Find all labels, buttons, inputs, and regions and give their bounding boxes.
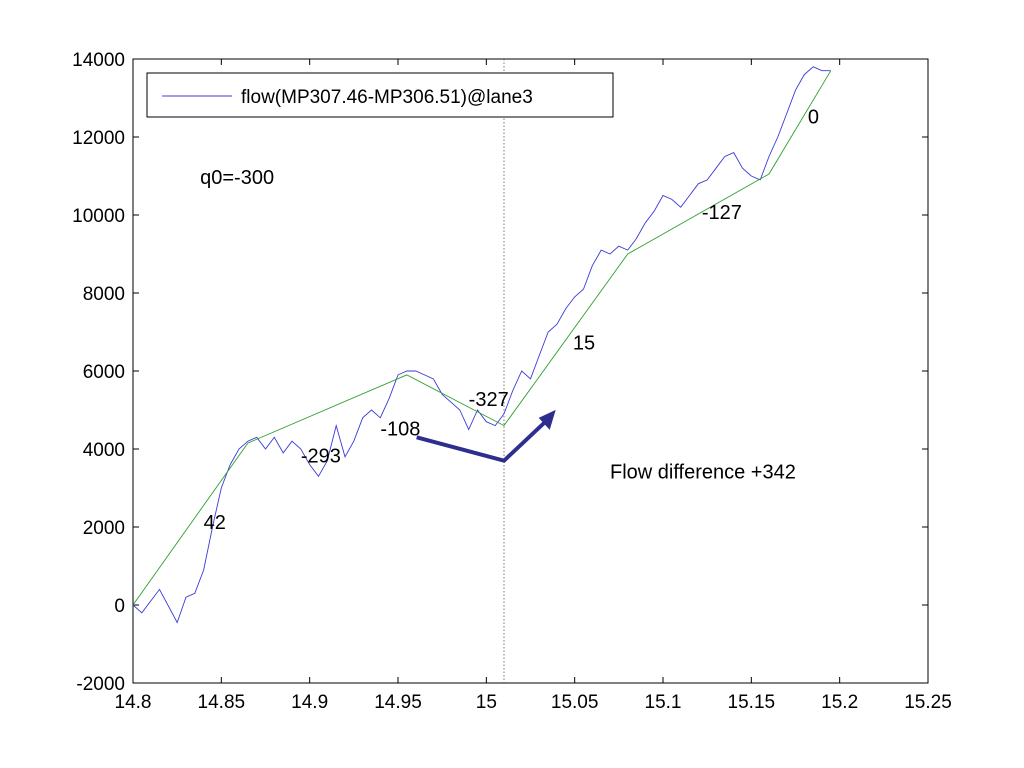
- y-tick-label: 8000: [83, 284, 125, 305]
- x-tick-label: 15.1: [645, 692, 682, 713]
- y-tick-label: 4000: [83, 440, 125, 461]
- x-tick-label: 14.8: [115, 692, 152, 713]
- x-tick-label: 14.9: [291, 692, 328, 713]
- annotation-label: q0=-300: [200, 167, 274, 189]
- flow-arrow: [416, 409, 556, 463]
- arrow-head: [538, 409, 556, 430]
- annotations: q0=-300 42 -293 -108 -327 15 -127 0 Flow differe…: [200, 106, 819, 534]
- annotation-label: 15: [573, 333, 595, 355]
- y-tick-label: 6000: [83, 362, 125, 383]
- arrow-shaft: [416, 414, 554, 463]
- x-tick-label: 15.2: [821, 692, 858, 713]
- x-tick-label: 14.95: [374, 692, 422, 713]
- y-tick-label: 12000: [72, 128, 125, 149]
- plot-frame: [132, 58, 929, 684]
- y-tick-label: 14000: [72, 50, 125, 71]
- x-tick-label: 15.25: [904, 692, 952, 713]
- annotation-label: Flow difference +342: [610, 461, 796, 483]
- legend-label: flow(MP307.46-MP306.51)@lane3: [241, 87, 533, 108]
- x-tick-label: 15.15: [728, 692, 776, 713]
- y-tick-label: -2000: [76, 674, 125, 695]
- x-tick-label: 15.05: [551, 692, 599, 713]
- series-piecewise-fit-line: [132, 70, 832, 606]
- axes-frame: [132, 58, 929, 684]
- annotation-label: -293: [301, 446, 341, 468]
- axis-ticks: 14.8 14.85 14.9 14.95 15 15.05 15.1 15.15 15.2 15…: [72, 50, 952, 713]
- legend: flow(MP307.46-MP306.51)@lane3: [146, 72, 614, 118]
- y-tick-label: 0: [114, 596, 125, 617]
- annotation-label: -127: [702, 202, 742, 224]
- series-flow-line: [132, 66, 831, 624]
- y-tick-label: 2000: [83, 518, 125, 539]
- annotation-label: -327: [469, 389, 509, 411]
- x-tick-label: 14.85: [198, 692, 246, 713]
- x-tick-label: 15: [476, 692, 497, 713]
- annotation-label: 42: [204, 512, 226, 534]
- annotation-label: -108: [380, 418, 420, 440]
- annotation-label: 0: [808, 106, 819, 128]
- y-tick-label: 10000: [72, 206, 125, 227]
- legend-box: [146, 72, 614, 118]
- series-layer: [132, 66, 832, 624]
